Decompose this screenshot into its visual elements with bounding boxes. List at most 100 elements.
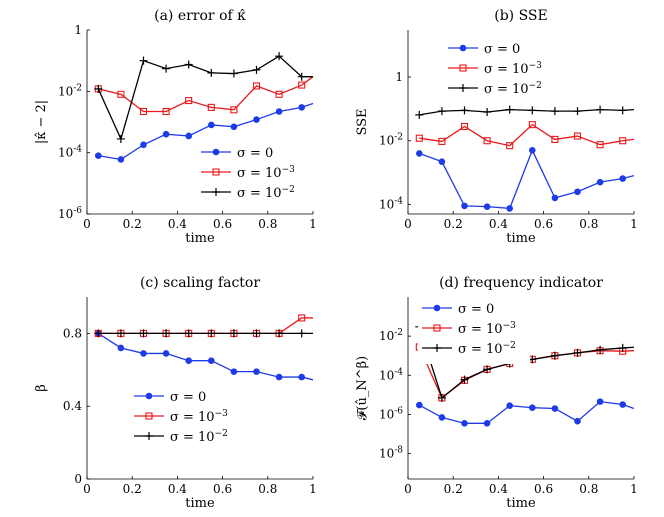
data-point (528, 121, 536, 129)
x-tick-label: 0.6 (534, 482, 553, 496)
data-point (139, 107, 148, 116)
y-tick-label: 10-2 (58, 83, 82, 98)
data-point (618, 106, 627, 115)
data-point (460, 375, 469, 384)
legend: σ = 0 σ = 10−3 σ = 10−2 (130, 384, 242, 452)
data-point (618, 343, 627, 352)
data-point (437, 107, 446, 116)
data-point (505, 105, 514, 114)
y-tick-label: 0.8 (63, 326, 82, 340)
data-point (252, 65, 261, 74)
series-black (94, 52, 313, 143)
y-tick-label: 10-6 (58, 206, 82, 221)
legend-marker (212, 188, 220, 196)
panel-4: 0 0.2 0.4 0.6 0.8 1 10-8 10-6 10-4 10-2 (d) freque… (355, 275, 638, 511)
panel-1: 0 0.2 0.4 0.6 0.8 1 10-6 10-4 10-2 1 (a) error of … (34, 8, 317, 246)
data-point (185, 357, 192, 365)
data-point (574, 417, 581, 425)
x-tick-label: 0.8 (579, 217, 598, 231)
x-tick-label: 1 (630, 482, 638, 496)
data-point (460, 106, 469, 115)
data-point (117, 344, 125, 352)
data-point (619, 175, 627, 182)
panel-3: 0 0.2 0.4 0.6 0.8 1 0 0.4 0.8 (c) scaling factor t… (34, 275, 317, 511)
series-blue (416, 147, 635, 212)
legend-label: σ = 0 (484, 42, 520, 57)
x-tick-label: 0 (404, 217, 412, 231)
x-axis-label: time (185, 496, 215, 511)
data-point (116, 329, 125, 338)
x-tick-label: 0.4 (168, 482, 187, 496)
data-point (550, 107, 559, 116)
data-point (551, 135, 559, 143)
data-point (573, 132, 582, 140)
legend-label: σ = 10−3 (170, 409, 228, 425)
y-tick-label: 10-2 (379, 133, 403, 148)
y-tick-label: 10-2 (379, 328, 403, 343)
data-point (253, 368, 260, 375)
data-point (298, 314, 306, 322)
data-point (551, 194, 559, 202)
x-tick-label: 0.8 (258, 482, 277, 496)
data-point (528, 106, 537, 115)
x-tick-label: 0 (404, 482, 412, 496)
data-point (298, 373, 306, 381)
data-point (506, 205, 514, 212)
legend-label: σ = 0 (170, 390, 206, 405)
y-axis-label: β (34, 384, 49, 392)
data-point (596, 105, 605, 114)
legend-marker (145, 432, 153, 440)
data-point (461, 420, 468, 427)
x-tick-label: 0 (83, 217, 91, 231)
data-point (252, 82, 261, 90)
legend: σ = 0 σ = 10−3 σ = 10−2 (197, 140, 309, 208)
legend-label: σ = 10−2 (484, 81, 542, 97)
data-point (139, 329, 148, 338)
series-blue (95, 102, 314, 163)
x-tick-label: 0.2 (444, 217, 463, 231)
data-point (184, 60, 193, 69)
data-point (573, 107, 582, 116)
x-tick-label: 0.4 (489, 482, 508, 496)
data-point (207, 329, 216, 338)
legend-marker (145, 412, 153, 420)
data-point (253, 116, 260, 123)
data-point (117, 156, 125, 163)
legend-label: σ = 10−3 (458, 321, 516, 337)
data-point (298, 104, 306, 111)
data-point (230, 123, 238, 131)
data-point (438, 158, 446, 165)
series-line (418, 400, 635, 424)
data-point (230, 368, 238, 375)
legend-marker (212, 148, 220, 156)
x-tick-label: 1 (309, 217, 317, 231)
data-point (483, 107, 492, 116)
panel-title: (c) scaling factor (140, 275, 260, 291)
data-point (619, 137, 627, 145)
data-point (483, 203, 491, 210)
legend-marker (459, 84, 467, 92)
y-tick-label: 10-6 (379, 406, 403, 421)
data-point (252, 329, 261, 338)
data-point (185, 97, 193, 105)
data-point (461, 202, 468, 210)
legend-marker (433, 304, 441, 312)
data-point (297, 329, 306, 338)
x-tick-label: 0.6 (213, 482, 232, 496)
panel-title: (b) SSE (494, 8, 548, 24)
x-tick-label: 1 (630, 217, 638, 231)
data-point (117, 90, 125, 98)
panel-title: (d) frequency indicator (439, 275, 603, 291)
data-point (529, 404, 536, 412)
data-point (275, 108, 283, 115)
data-point (573, 348, 582, 357)
data-point (94, 84, 103, 93)
y-axis-label: SSE (355, 108, 370, 135)
data-point (551, 405, 559, 412)
y-tick-label: 0.4 (63, 399, 82, 413)
x-tick-label: 0.8 (258, 217, 277, 231)
panel-title: (a) error of κ̂ (154, 8, 246, 24)
y-tick-label: 10-4 (58, 145, 82, 160)
legend-label: σ = 10−2 (170, 429, 228, 445)
data-point (275, 52, 284, 61)
